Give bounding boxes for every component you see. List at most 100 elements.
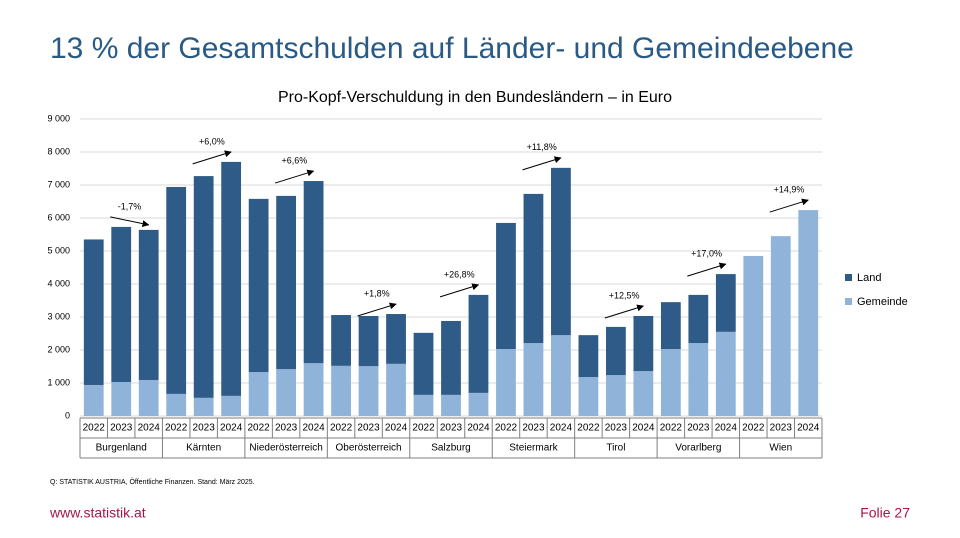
- group-label: Niederösterreich: [249, 443, 322, 454]
- bar-segment: [193, 397, 214, 416]
- x-tick-label: 2024: [302, 423, 325, 434]
- x-tick-label: 2024: [550, 423, 573, 434]
- legend-swatch: [845, 298, 852, 305]
- bar-segment: [303, 363, 324, 416]
- bar-segment: [248, 198, 269, 373]
- bar-segment: [578, 335, 599, 378]
- bar-segment: [633, 316, 654, 372]
- x-tick-label: 2023: [687, 423, 710, 434]
- x-tick-label: 2022: [742, 423, 765, 434]
- bar-segment: [111, 382, 132, 416]
- bar-segment: [303, 181, 324, 364]
- bar-segment: [715, 331, 736, 416]
- y-tick-label: 6 000: [47, 212, 70, 222]
- bar-segment: [166, 186, 187, 394]
- bar-segment: [633, 371, 654, 416]
- x-tick-label: 2024: [220, 423, 243, 434]
- bar-segment: [605, 375, 626, 416]
- bar-segment: [138, 229, 159, 381]
- x-tick-label: 2023: [440, 423, 463, 434]
- bar-segment: [660, 302, 681, 350]
- bar-segment: [111, 226, 132, 383]
- bar-segment: [468, 392, 489, 416]
- y-tick-label: 5 000: [47, 245, 70, 255]
- footer-url: www.statistik.at: [49, 505, 146, 521]
- trend-arrow: [110, 216, 150, 228]
- bar-segment: [276, 195, 297, 370]
- bar-segment: [331, 365, 351, 416]
- bar-segment: [138, 380, 159, 416]
- bar-segment: [551, 167, 571, 336]
- bar-segment: [523, 193, 544, 344]
- bar-segment: [551, 335, 571, 416]
- x-tick-label: 2023: [605, 423, 628, 434]
- chart-title: Pro-Kopf-Verschuldung in den Bundeslände…: [278, 89, 672, 106]
- group-label: Kärnten: [186, 443, 221, 454]
- group-label: Wien: [769, 443, 792, 454]
- bar-segment: [413, 394, 434, 416]
- bar-segment: [798, 210, 819, 416]
- x-tick-label: 2024: [467, 423, 490, 434]
- x-tick-label: 2024: [797, 423, 820, 434]
- x-tick-label: 2022: [248, 423, 271, 434]
- bar-segment: [468, 294, 489, 393]
- x-tick-label: 2022: [83, 423, 106, 434]
- source-note: Q: STATISTIK AUSTRIA, Öffentliche Finanz…: [50, 478, 255, 486]
- bar-segment: [221, 395, 242, 416]
- x-tick-label: 2024: [632, 423, 655, 434]
- bar-segment: [743, 255, 764, 416]
- trend-arrow: [274, 169, 315, 184]
- y-tick-label: 4 000: [47, 278, 70, 288]
- trend-arrow: [604, 304, 645, 319]
- x-tick-label: 2023: [770, 423, 793, 434]
- bar-segment: [715, 274, 736, 332]
- bar-segment: [688, 343, 709, 416]
- bar-segment: [276, 369, 297, 416]
- bar-segment: [523, 343, 544, 416]
- bar-segment: [248, 372, 269, 416]
- bar-segment: [358, 366, 379, 416]
- y-tick-label: 1 000: [47, 377, 70, 387]
- y-tick-label: 0: [65, 410, 70, 420]
- x-tick-label: 2022: [330, 423, 353, 434]
- bar-segment: [386, 314, 406, 364]
- group-label: Vorarlberg: [675, 443, 721, 454]
- legend-label: Gemeinde: [857, 296, 908, 308]
- x-tick-label: 2023: [275, 423, 298, 434]
- bar-segment: [578, 377, 599, 416]
- group-label: Burgenland: [96, 443, 147, 454]
- bar-segment: [386, 363, 406, 416]
- legend-swatch: [845, 274, 852, 281]
- y-tick-label: 3 000: [47, 311, 70, 321]
- trend-arrow: [439, 283, 480, 298]
- x-tick-label: 2023: [522, 423, 545, 434]
- bar-segment: [166, 393, 187, 416]
- trend-arrow: [522, 156, 562, 171]
- bar-segment: [193, 176, 214, 398]
- group-label: Salzburg: [431, 443, 470, 454]
- trend-label: +6,0%: [199, 136, 225, 146]
- trend-label: +11,8%: [527, 142, 557, 152]
- legend-label: Land: [857, 272, 881, 284]
- trend-arrow: [192, 150, 232, 165]
- slide-number: Folie 27: [860, 505, 910, 521]
- bar-segment: [441, 320, 461, 395]
- y-tick-label: 2 000: [47, 344, 70, 354]
- x-tick-label: 2023: [110, 423, 133, 434]
- trend-arrow: [357, 302, 397, 317]
- trend-arrow: [687, 262, 727, 277]
- trend-label: -1,7%: [118, 201, 142, 211]
- bar-segment: [688, 294, 709, 344]
- trend-arrow: [769, 198, 809, 213]
- x-tick-label: 2022: [165, 423, 188, 434]
- group-label: Steiermark: [509, 443, 558, 454]
- bar-segment: [83, 239, 104, 385]
- bar-segment: [441, 394, 461, 416]
- y-tick-label: 8 000: [47, 146, 70, 156]
- x-tick-label: 2024: [138, 423, 161, 434]
- trend-label: +14,9%: [774, 184, 805, 194]
- trend-label: +12,5%: [609, 290, 640, 300]
- x-tick-label: 2023: [357, 423, 380, 434]
- bar-segment: [331, 315, 351, 366]
